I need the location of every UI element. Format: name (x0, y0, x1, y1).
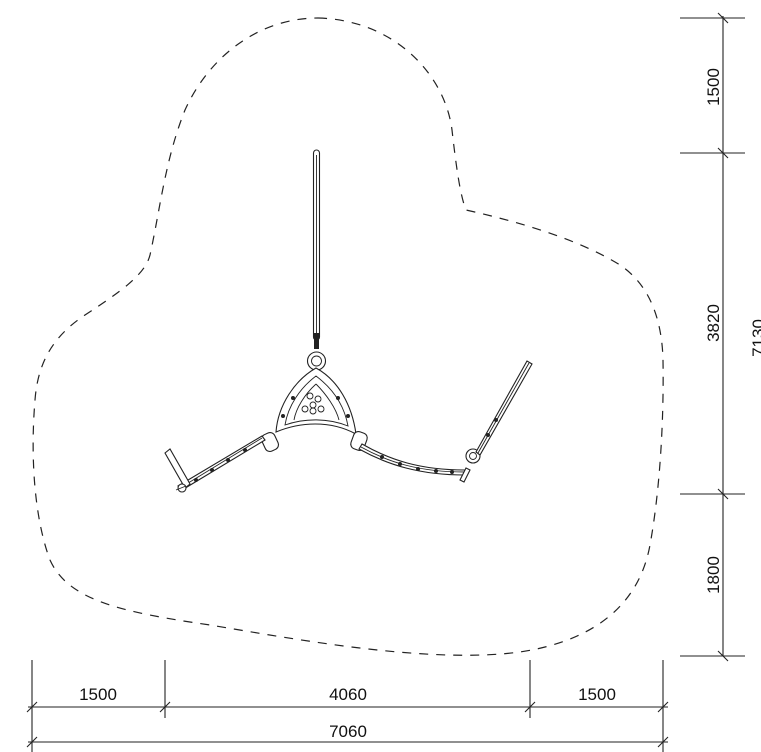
right-dim-3820: 3820 (704, 304, 723, 342)
left-rope-arm (164, 435, 266, 493)
bottom-dimension-chain: 1500 4060 1500 7060 (26, 660, 669, 752)
bottom-dim-1500-right: 1500 (578, 685, 616, 704)
bottom-dim-1500-left: 1500 (79, 685, 117, 704)
right-dimension-chain: 1500 3820 1800 7130 (680, 12, 761, 662)
safety-zone-outline (32, 17, 664, 656)
bottom-dim-total: 7060 (329, 722, 367, 741)
right-rope-arm (358, 360, 533, 483)
right-dim-1500: 1500 (704, 68, 723, 106)
right-dim-1800: 1800 (704, 556, 723, 594)
climbing-net-frame (275, 367, 357, 435)
vertical-mast (306, 149, 327, 371)
bottom-dim-4060: 4060 (329, 685, 367, 704)
left-connector (260, 431, 280, 453)
right-dim-total: 7130 (749, 319, 761, 357)
